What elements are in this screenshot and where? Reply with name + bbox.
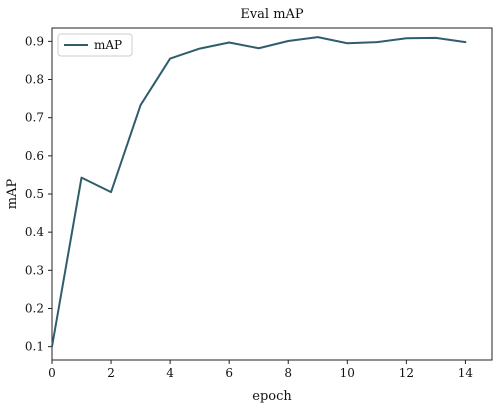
plot-area: 0 2 4 6 8 10 12 14 0.1 0.2 0.3 0.4 0.5 0.6 0.7 0.8 0.9 mA… [25,27,493,380]
x-tick-label: 14 [458,366,474,380]
x-tick-label: 12 [399,366,414,380]
x-tick-label: 10 [340,366,355,380]
plot-frame [51,27,493,361]
x-tick-label: 4 [166,366,174,380]
y-tick-label: 0.3 [25,263,44,277]
y-tick-label: 0.6 [25,149,44,163]
y-tick-label: 0.9 [25,34,44,48]
legend-label: mAP [94,38,122,52]
x-tick-label: 8 [284,366,292,380]
x-tick-label: 6 [225,366,233,380]
x-tick-label: 0 [48,366,56,380]
y-tick-label: 0.7 [25,111,44,125]
y-axis-label: mAP [5,179,20,210]
y-tick-label: 0.2 [25,301,44,315]
y-tick-label: 0.5 [25,187,44,201]
legend-box [57,33,133,57]
y-tick-label: 0.8 [25,73,44,87]
x-tick-label: 2 [107,366,115,380]
y-tick-label: 0.1 [25,340,44,354]
series-line-map [51,36,467,348]
x-axis-label: epoch [252,389,292,404]
y-tick-label: 0.4 [25,225,44,239]
chart-title: Eval mAP [240,7,304,22]
